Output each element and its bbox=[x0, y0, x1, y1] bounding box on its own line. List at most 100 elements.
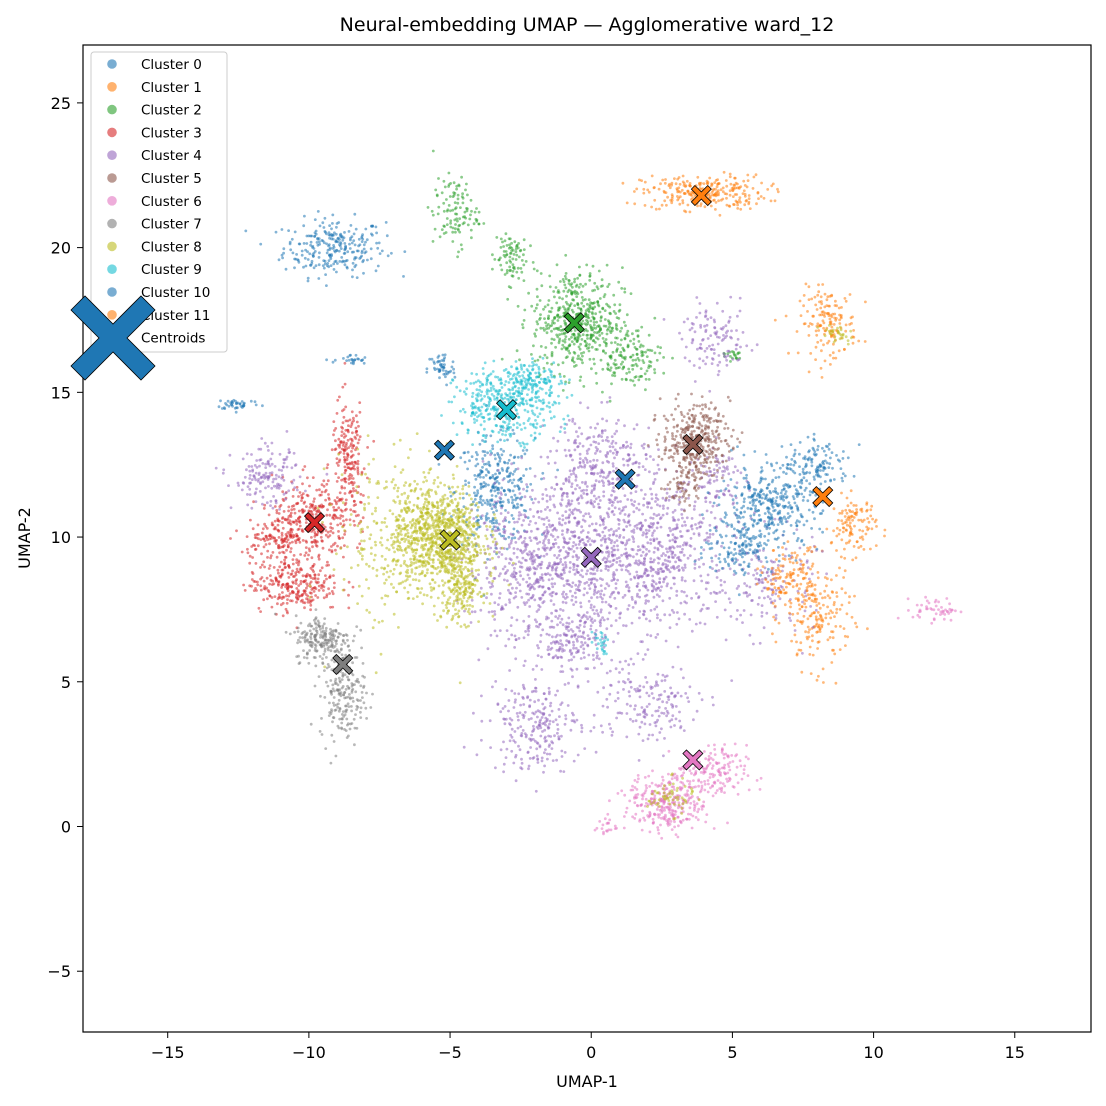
data-point bbox=[261, 480, 265, 484]
data-point bbox=[666, 506, 670, 510]
data-point bbox=[564, 550, 568, 553]
data-point bbox=[602, 484, 605, 487]
data-point bbox=[618, 512, 622, 515]
data-point bbox=[259, 538, 263, 541]
data-point bbox=[834, 356, 838, 360]
data-point bbox=[645, 457, 648, 461]
data-point bbox=[357, 424, 360, 428]
data-point bbox=[597, 330, 600, 334]
data-point bbox=[714, 554, 718, 558]
data-point bbox=[621, 563, 625, 567]
data-point bbox=[342, 452, 346, 455]
data-point bbox=[536, 510, 539, 514]
data-point bbox=[565, 530, 569, 534]
data-point bbox=[607, 282, 611, 286]
data-point bbox=[532, 515, 535, 518]
data-point bbox=[317, 589, 321, 592]
data-point bbox=[650, 560, 653, 564]
data-point bbox=[552, 603, 556, 606]
data-point bbox=[842, 576, 845, 579]
data-point bbox=[294, 463, 298, 467]
data-point bbox=[648, 470, 651, 474]
data-point bbox=[485, 596, 488, 600]
data-point bbox=[558, 333, 561, 336]
data-point bbox=[248, 493, 252, 496]
data-point bbox=[684, 184, 688, 188]
data-point bbox=[713, 198, 716, 202]
data-point bbox=[580, 290, 583, 294]
data-point bbox=[535, 320, 539, 323]
data-point bbox=[614, 366, 618, 370]
data-point bbox=[297, 520, 301, 523]
data-point bbox=[581, 518, 585, 522]
data-point bbox=[628, 370, 631, 374]
data-point bbox=[510, 537, 514, 540]
data-point bbox=[310, 556, 314, 560]
data-point bbox=[578, 442, 582, 445]
data-point bbox=[278, 593, 281, 596]
data-point bbox=[729, 355, 732, 358]
data-point bbox=[328, 513, 332, 517]
data-point bbox=[658, 581, 662, 585]
data-point bbox=[343, 486, 346, 490]
data-point bbox=[518, 511, 521, 514]
data-point bbox=[626, 607, 630, 611]
data-point bbox=[649, 522, 653, 525]
data-point bbox=[515, 270, 519, 274]
data-point bbox=[521, 323, 524, 326]
data-point bbox=[721, 197, 725, 201]
data-point bbox=[328, 534, 332, 537]
data-point bbox=[626, 583, 629, 587]
data-point bbox=[762, 196, 766, 200]
data-point bbox=[291, 495, 295, 498]
data-point bbox=[745, 199, 748, 202]
data-point bbox=[298, 491, 302, 494]
data-point bbox=[348, 518, 352, 522]
data-point bbox=[541, 497, 545, 501]
data-point bbox=[357, 357, 360, 361]
data-point bbox=[320, 490, 324, 494]
data-point bbox=[844, 591, 847, 595]
data-point bbox=[320, 586, 323, 590]
data-point bbox=[343, 503, 347, 506]
data-point bbox=[437, 177, 440, 180]
data-point bbox=[276, 523, 280, 527]
data-point bbox=[485, 512, 489, 516]
data-point bbox=[461, 496, 465, 500]
data-point bbox=[573, 280, 576, 284]
data-point bbox=[650, 506, 653, 510]
data-point bbox=[615, 453, 619, 456]
data-point bbox=[802, 595, 805, 599]
data-point bbox=[649, 557, 653, 560]
data-point bbox=[502, 534, 505, 538]
data-point bbox=[550, 341, 553, 345]
data-point bbox=[292, 478, 296, 482]
data-point bbox=[667, 547, 671, 551]
data-point bbox=[705, 531, 709, 535]
data-point bbox=[838, 566, 841, 570]
data-point bbox=[553, 582, 557, 586]
data-point bbox=[618, 303, 622, 307]
data-point bbox=[318, 251, 321, 255]
data-point bbox=[335, 457, 339, 460]
data-point bbox=[281, 591, 284, 594]
data-point bbox=[314, 587, 318, 591]
data-point bbox=[289, 515, 293, 518]
data-point bbox=[277, 582, 280, 586]
data-point bbox=[338, 445, 341, 449]
data-point bbox=[600, 278, 604, 282]
data-point bbox=[351, 431, 354, 435]
data-point bbox=[642, 361, 646, 364]
data-point bbox=[572, 550, 576, 553]
data-point bbox=[313, 535, 317, 538]
data-point bbox=[529, 244, 532, 248]
data-point bbox=[254, 562, 258, 565]
data-point bbox=[505, 253, 508, 257]
data-point bbox=[259, 566, 262, 569]
data-point bbox=[665, 547, 668, 551]
data-point bbox=[595, 320, 598, 324]
data-point bbox=[810, 297, 814, 301]
data-point bbox=[219, 399, 222, 403]
data-point bbox=[466, 207, 469, 211]
data-point bbox=[817, 617, 821, 621]
